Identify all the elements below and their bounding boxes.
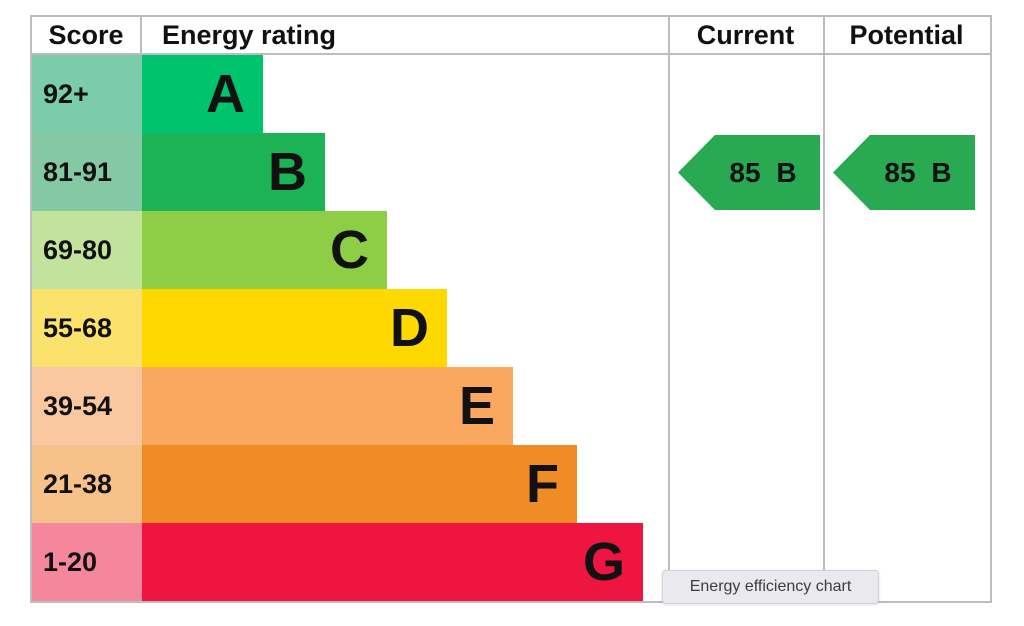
chart-tooltip: Energy efficiency chart bbox=[662, 570, 879, 604]
score-range-B: 81-91 bbox=[32, 133, 142, 211]
band-row-E: 39-54 E bbox=[32, 367, 990, 445]
column-header-score: Score bbox=[32, 17, 142, 53]
score-range-E: 39-54 bbox=[32, 367, 142, 445]
rating-letter-G: G bbox=[582, 532, 625, 592]
current-rating-label: 85 B bbox=[729, 156, 797, 188]
rating-letter-B: B bbox=[268, 142, 307, 202]
rating-bar-E: E bbox=[142, 367, 513, 445]
band-row-B: 81-91 B bbox=[32, 133, 990, 211]
rating-letter-C: C bbox=[330, 220, 369, 280]
divider-current-column bbox=[668, 17, 670, 601]
score-range-G: 1-20 bbox=[32, 523, 142, 601]
rating-table: Score Energy rating Current Potential 92… bbox=[30, 15, 992, 604]
rating-bar-G: G bbox=[142, 523, 643, 601]
potential-rating-label: 85 B bbox=[884, 156, 952, 188]
band-row-D: 55-68 D bbox=[32, 289, 990, 367]
score-range-D: 55-68 bbox=[32, 289, 142, 367]
column-header-energy-rating: Energy rating bbox=[162, 20, 337, 50]
bands: 92+ A 81-91 B 69-80 C 55-68 D 39-54 E 21-38 F 1-20 G bbox=[32, 55, 990, 601]
rating-bar-C: C bbox=[142, 211, 387, 289]
score-range-C: 69-80 bbox=[32, 211, 142, 289]
band-row-C: 69-80 C bbox=[32, 211, 990, 289]
band-row-A: 92+ A bbox=[32, 55, 990, 133]
rating-letter-F: F bbox=[526, 454, 559, 514]
divider-potential-column bbox=[823, 17, 825, 601]
column-header-potential: Potential bbox=[849, 20, 964, 50]
table-header: Score Energy rating Current Potential bbox=[32, 17, 990, 55]
rating-bar-F: F bbox=[142, 445, 577, 523]
rating-bar-B: B bbox=[142, 133, 325, 211]
score-range-F: 21-38 bbox=[32, 445, 142, 523]
rating-letter-E: E bbox=[458, 376, 495, 436]
rating-bar-D: D bbox=[142, 289, 447, 367]
band-row-F: 21-38 F bbox=[32, 445, 990, 523]
rating-letter-A: A bbox=[206, 64, 245, 124]
rating-letter-D: D bbox=[390, 298, 429, 358]
column-header-current: Current bbox=[696, 20, 795, 50]
rating-bar-A: A bbox=[142, 55, 263, 133]
score-range-A: 92+ bbox=[32, 55, 142, 133]
band-row-G: 1-20 G bbox=[32, 523, 990, 601]
